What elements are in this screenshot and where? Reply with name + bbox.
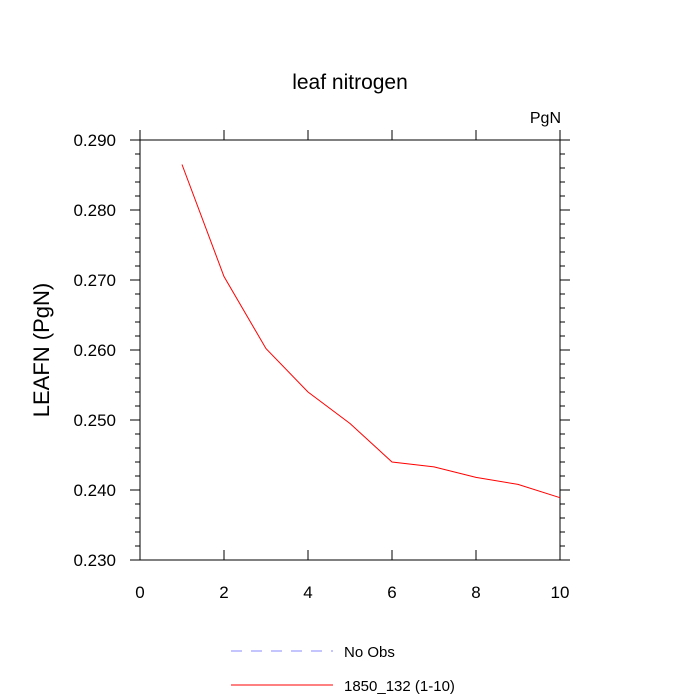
y-tick-label: 0.280 <box>73 201 116 220</box>
x-tick-label: 2 <box>219 583 228 602</box>
x-tick-label: 4 <box>303 583 312 602</box>
y-tick-label: 0.260 <box>73 341 116 360</box>
y-tick-label: 0.270 <box>73 271 116 290</box>
y-tick-label: 0.250 <box>73 411 116 430</box>
legend-label: 1850_132 (1-10) <box>344 678 455 695</box>
y-axis: 0.230 0.240 0.250 0.260 0.270 0.280 0.290 <box>73 131 570 570</box>
units-label: PgN <box>530 110 561 127</box>
series-group <box>181 164 561 499</box>
x-tick-label: 0 <box>135 583 144 602</box>
chart-title: leaf nitrogen <box>292 71 408 94</box>
y-tick-label: 0.290 <box>73 131 116 150</box>
y-tick-label: 0.240 <box>73 481 116 500</box>
legend: No Obs 1850_132 (1-10) <box>231 644 455 695</box>
x-axis: 0 2 4 6 8 10 <box>135 130 569 602</box>
x-tick-label: 6 <box>387 583 396 602</box>
legend-label: No Obs <box>344 644 395 661</box>
y-tick-label: 0.230 <box>73 551 116 570</box>
minor-ticks <box>135 153 565 547</box>
x-tick-label: 10 <box>551 583 570 602</box>
plot-frame <box>139 139 561 561</box>
x-tick-label: 8 <box>471 583 480 602</box>
series-line <box>181 164 561 499</box>
y-axis-label: LEAFN (PgN) <box>29 283 54 417</box>
